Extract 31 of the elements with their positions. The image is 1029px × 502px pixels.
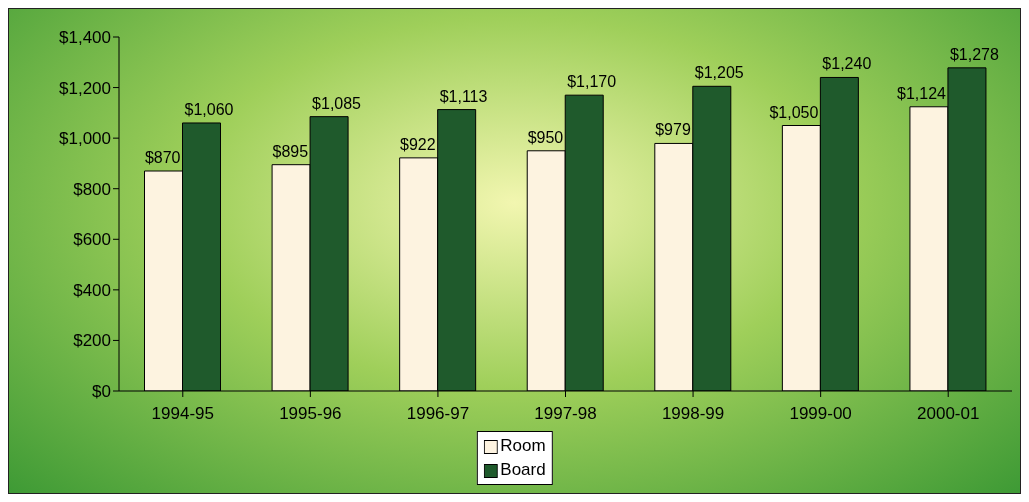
- y-tick-label: $200: [73, 331, 111, 351]
- data-label: $950: [527, 128, 564, 146]
- legend-label: Board: [500, 460, 546, 479]
- data-label: $1,050: [769, 103, 819, 121]
- data-label: $1,278: [949, 45, 999, 63]
- y-tick-label: $400: [73, 280, 111, 300]
- y-tick-label: $600: [73, 230, 111, 250]
- data-label: $1,113: [439, 87, 488, 105]
- data-label: $1,240: [822, 55, 872, 73]
- y-tick-label: $800: [73, 179, 111, 199]
- x-tick-label: 1995-96: [279, 404, 342, 424]
- data-label: $870: [144, 149, 181, 167]
- legend-label: Room: [500, 436, 546, 455]
- x-tick-label: 2000-01: [917, 404, 980, 424]
- data-label: $922: [400, 135, 436, 153]
- data-label: $1,124: [897, 84, 947, 102]
- data-label: $1,060: [184, 100, 234, 118]
- data-label: $979: [655, 121, 691, 139]
- data-label: $1,085: [312, 94, 362, 112]
- y-tick-label: $1,200: [59, 78, 111, 98]
- x-tick-label: 1998-99: [661, 404, 725, 424]
- y-tick-label: $0: [92, 382, 111, 402]
- x-tick-label: 1997-98: [534, 404, 597, 424]
- data-label: $1,170: [567, 73, 617, 91]
- x-tick-label: 1994-95: [151, 404, 214, 424]
- y-tick-label: $1,000: [59, 129, 111, 149]
- data-label: $1,205: [694, 64, 744, 82]
- x-tick-label: 1999-00: [789, 404, 852, 424]
- y-tick-label: $1,400: [59, 28, 111, 48]
- x-tick-label: 1996-97: [406, 404, 470, 424]
- data-label: $895: [272, 142, 309, 160]
